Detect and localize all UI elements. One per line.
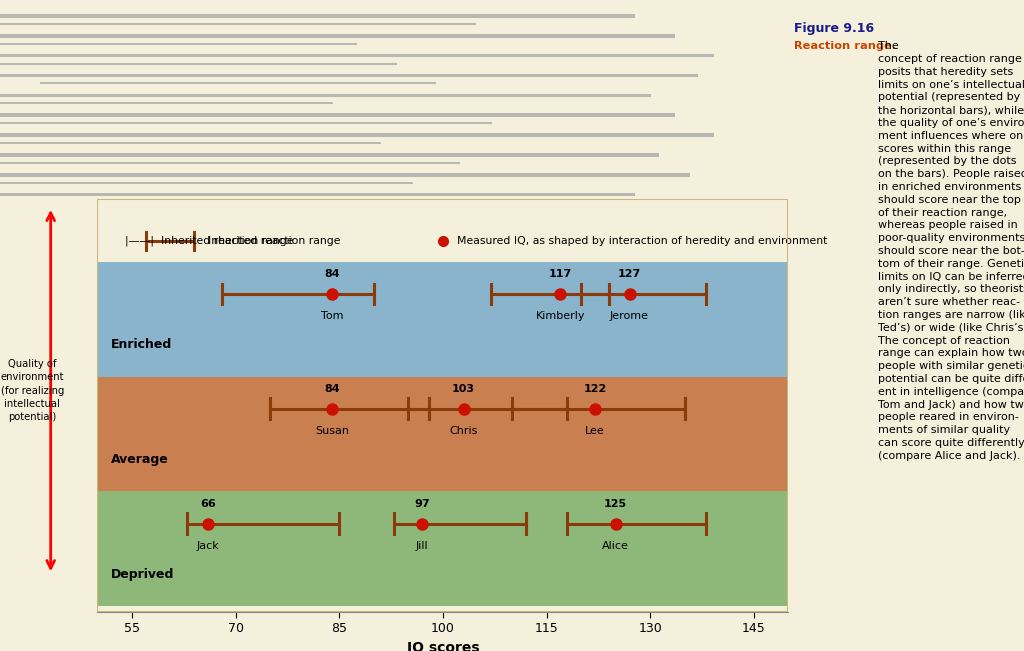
FancyBboxPatch shape: [0, 74, 698, 77]
Text: |——|  Inherited reaction range: |——| Inherited reaction range: [125, 236, 294, 246]
Text: Lee: Lee: [585, 426, 605, 436]
FancyBboxPatch shape: [0, 94, 651, 97]
FancyBboxPatch shape: [0, 43, 357, 45]
Text: 103: 103: [453, 384, 475, 394]
Text: 127: 127: [617, 269, 641, 279]
FancyBboxPatch shape: [0, 14, 635, 18]
FancyBboxPatch shape: [0, 34, 675, 38]
Text: Inherited reaction range: Inherited reaction range: [208, 236, 340, 246]
Text: Kimberly: Kimberly: [536, 311, 585, 321]
Text: 84: 84: [325, 384, 340, 394]
Text: Enriched: Enriched: [112, 338, 172, 351]
FancyBboxPatch shape: [0, 102, 334, 104]
X-axis label: IQ scores: IQ scores: [407, 641, 479, 651]
FancyBboxPatch shape: [97, 262, 788, 376]
FancyBboxPatch shape: [0, 153, 658, 157]
FancyBboxPatch shape: [0, 54, 715, 57]
Text: 122: 122: [584, 384, 606, 394]
Text: Jerome: Jerome: [610, 311, 649, 321]
Text: Deprived: Deprived: [112, 568, 174, 581]
Text: Measured IQ, as shaped by interaction of heredity and environment: Measured IQ, as shaped by interaction of…: [457, 236, 827, 246]
Text: The
concept of reaction range
posits that heredity sets
limits on one’s intellec: The concept of reaction range posits tha…: [878, 41, 1024, 461]
FancyBboxPatch shape: [0, 173, 690, 176]
FancyBboxPatch shape: [97, 492, 788, 606]
FancyBboxPatch shape: [0, 113, 675, 117]
Text: Figure 9.16: Figure 9.16: [794, 22, 873, 35]
Text: Alice: Alice: [602, 541, 629, 551]
Text: 84: 84: [325, 269, 340, 279]
FancyBboxPatch shape: [97, 376, 788, 492]
Text: Average: Average: [112, 452, 169, 465]
Text: 125: 125: [604, 499, 628, 508]
Text: 97: 97: [415, 499, 430, 508]
Text: Susan: Susan: [315, 426, 349, 436]
FancyBboxPatch shape: [0, 62, 397, 64]
FancyBboxPatch shape: [0, 182, 413, 184]
Text: Quality of
environment
(for realizing
intellectual
potential): Quality of environment (for realizing in…: [0, 359, 65, 422]
FancyBboxPatch shape: [0, 133, 715, 137]
Text: Jill: Jill: [416, 541, 428, 551]
Text: 66: 66: [200, 499, 216, 508]
FancyBboxPatch shape: [0, 23, 476, 25]
Text: Jack: Jack: [197, 541, 219, 551]
Text: 117: 117: [549, 269, 572, 279]
Text: Reaction range.: Reaction range.: [794, 41, 896, 51]
Text: Chris: Chris: [450, 426, 478, 436]
FancyBboxPatch shape: [0, 193, 635, 197]
FancyBboxPatch shape: [0, 162, 460, 164]
FancyBboxPatch shape: [0, 122, 492, 124]
FancyBboxPatch shape: [40, 83, 436, 85]
FancyBboxPatch shape: [0, 142, 381, 144]
Text: Tom: Tom: [322, 311, 343, 321]
